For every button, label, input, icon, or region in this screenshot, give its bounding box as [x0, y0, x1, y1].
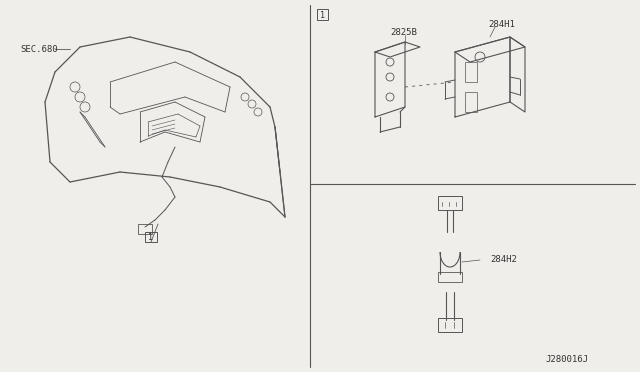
Bar [138, 224, 152, 234]
Bar [145, 232, 157, 242]
Text: SEC.680: SEC.680 [20, 45, 58, 54]
Text: J280016J: J280016J [545, 356, 588, 365]
Bar [438, 318, 462, 332]
Text: 2825B: 2825B [390, 28, 417, 36]
Bar [465, 62, 477, 82]
Text: 1: 1 [148, 232, 153, 241]
Bar [438, 196, 462, 210]
Text: 284H2: 284H2 [490, 256, 517, 264]
Text: 1: 1 [320, 10, 325, 19]
Bar [317, 9, 328, 20]
Bar [438, 272, 462, 282]
Bar [465, 92, 477, 112]
Text: 284H1: 284H1 [488, 19, 515, 29]
